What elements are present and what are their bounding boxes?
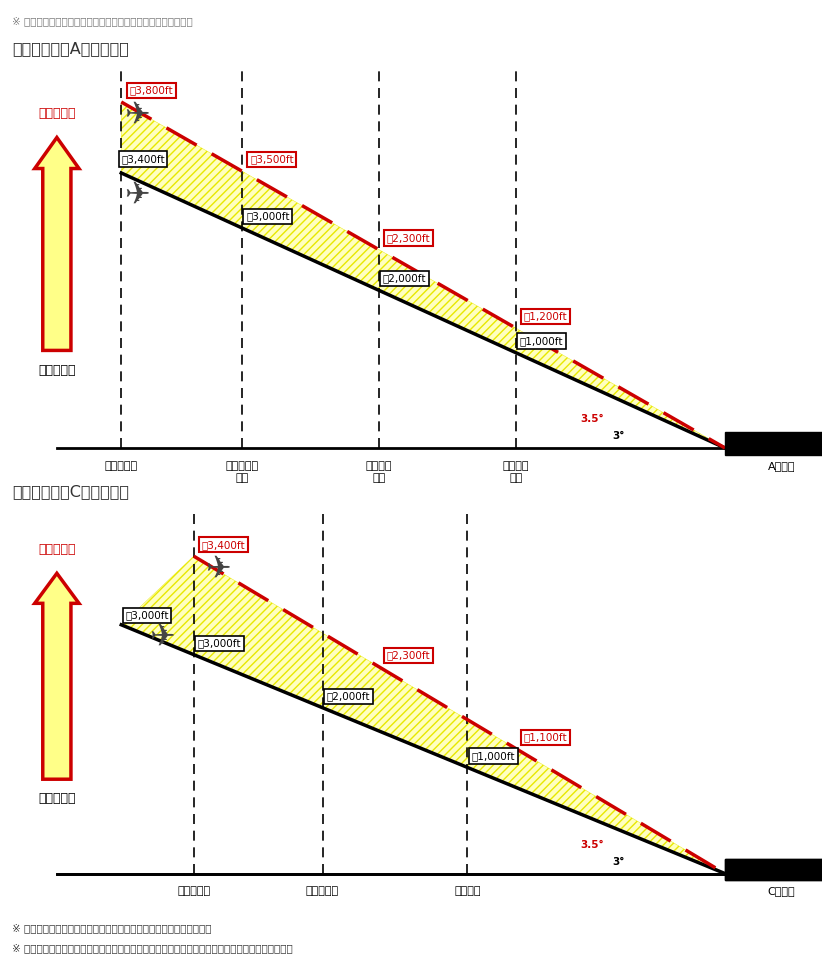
Text: 約2,000ft: 約2,000ft bbox=[326, 691, 370, 701]
Text: 約3,500ft: 約3,500ft bbox=[250, 154, 294, 165]
Text: 約1,000ft: 約1,000ft bbox=[471, 751, 515, 761]
Text: C滑走路: C滑走路 bbox=[768, 886, 795, 896]
Text: ＜イメージ（C滑走路）＞: ＜イメージ（C滑走路）＞ bbox=[12, 485, 129, 499]
Text: 中野新橋駅
付近: 中野新橋駅 付近 bbox=[226, 461, 259, 483]
Text: 立会川駅
付近: 立会川駅 付近 bbox=[502, 461, 529, 483]
Text: 3.5°: 3.5° bbox=[580, 413, 603, 423]
Text: ※ 図はあくまでイメージであり、実際の縮尺とは異なります。: ※ 図はあくまでイメージであり、実際の縮尺とは異なります。 bbox=[12, 17, 193, 26]
Text: 大井埠頭: 大井埠頭 bbox=[454, 886, 481, 896]
Text: ＜イメージ（A滑走路）＞: ＜イメージ（A滑走路）＞ bbox=[12, 41, 129, 56]
Bar bbox=[725, 433, 830, 454]
Bar bbox=[725, 859, 830, 880]
FancyArrow shape bbox=[35, 573, 79, 779]
Text: 約3,000ft: 約3,000ft bbox=[246, 212, 290, 221]
Text: （好天時）: （好天時） bbox=[38, 106, 76, 120]
Text: 3.5°: 3.5° bbox=[580, 840, 603, 850]
Text: 約2,000ft: 約2,000ft bbox=[383, 274, 427, 284]
Text: ※ 気象条件等により、上図点線のような飛行となる場合もあります。: ※ 気象条件等により、上図点線のような飛行となる場合もあります。 bbox=[12, 923, 212, 933]
Text: （悪天時）: （悪天時） bbox=[38, 792, 76, 805]
Text: 約2,300ft: 約2,300ft bbox=[387, 233, 431, 243]
Text: 3°: 3° bbox=[613, 857, 625, 867]
Text: 広尾駅付近: 広尾駅付近 bbox=[306, 886, 339, 896]
Text: 新宿駅付近: 新宿駅付近 bbox=[177, 886, 210, 896]
Text: 約3,000ft: 約3,000ft bbox=[125, 610, 168, 620]
Text: ✈: ✈ bbox=[124, 180, 150, 210]
Text: ✈: ✈ bbox=[124, 100, 150, 130]
Bar bbox=[725, 859, 830, 880]
Text: 恵比寿駅
付近: 恵比寿駅 付近 bbox=[366, 461, 392, 483]
Text: ※ 飛行高度の引き上げを安定的に実現するため、航空保安施設の整備に関する調整を実施します。: ※ 飛行高度の引き上げを安定的に実現するため、航空保安施設の整備に関する調整を実… bbox=[12, 943, 293, 953]
Text: 約3,800ft: 約3,800ft bbox=[129, 86, 173, 96]
Text: 約1,000ft: 約1,000ft bbox=[520, 336, 564, 346]
Polygon shape bbox=[121, 102, 725, 449]
Polygon shape bbox=[121, 556, 725, 874]
Text: 約3,000ft: 約3,000ft bbox=[198, 639, 242, 648]
Text: 約2,300ft: 約2,300ft bbox=[387, 650, 431, 660]
FancyArrow shape bbox=[35, 137, 79, 350]
Text: ✈: ✈ bbox=[205, 555, 231, 583]
Text: A滑走路: A滑走路 bbox=[768, 461, 795, 471]
Text: 約3,400ft: 約3,400ft bbox=[121, 154, 165, 164]
Text: 中野駅付近: 中野駅付近 bbox=[105, 461, 138, 471]
Text: 約1,200ft: 約1,200ft bbox=[524, 311, 568, 322]
Text: （好天時）: （好天時） bbox=[38, 543, 76, 556]
Text: 約3,400ft: 約3,400ft bbox=[202, 540, 246, 550]
Text: （悪天時）: （悪天時） bbox=[38, 364, 76, 376]
Text: 3°: 3° bbox=[613, 431, 625, 442]
Text: 約1,100ft: 約1,100ft bbox=[524, 732, 568, 742]
Text: ✈: ✈ bbox=[149, 623, 174, 652]
